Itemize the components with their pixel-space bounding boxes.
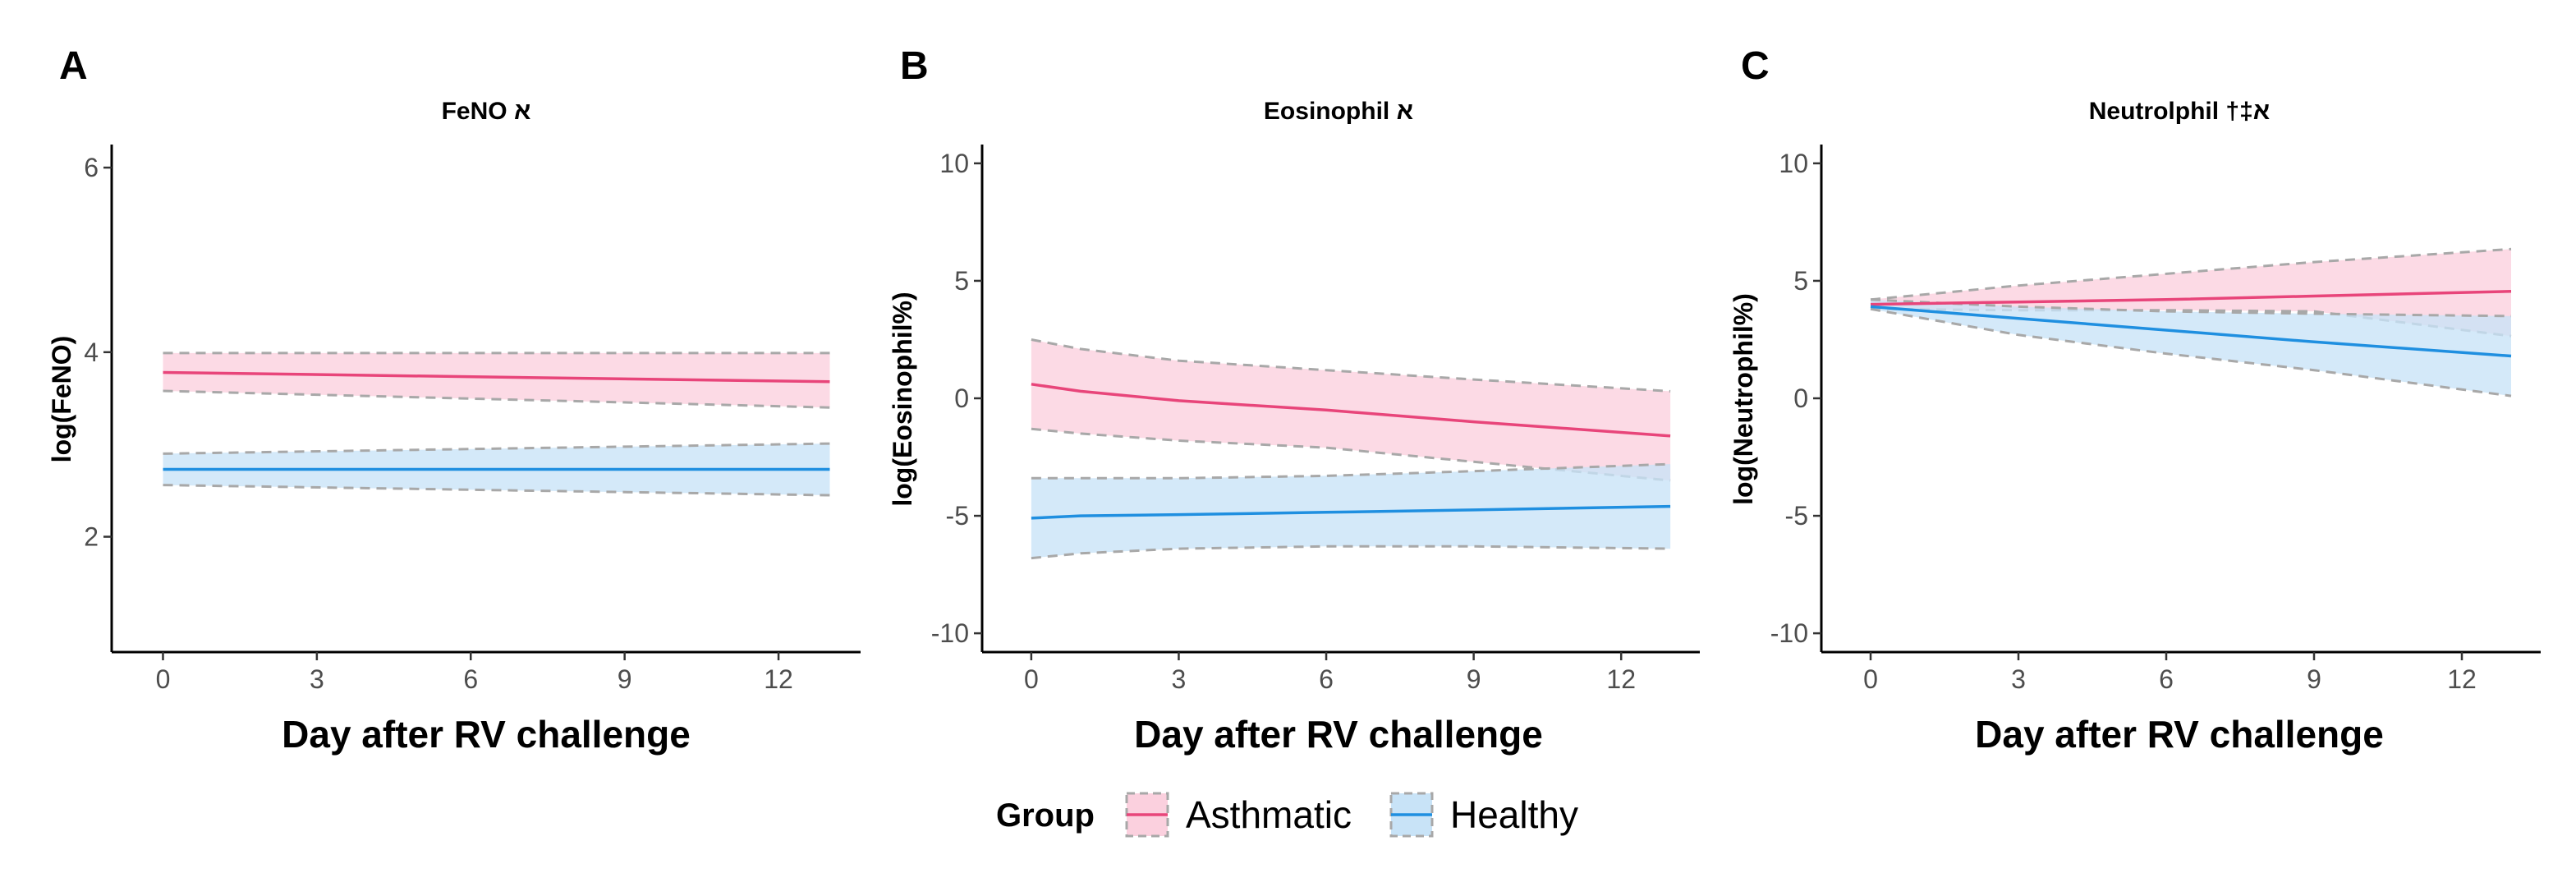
panel-b-y-axis-label: log(Eosinophil%): [888, 292, 917, 506]
y-tick-label-b: -10: [931, 618, 969, 648]
panel-a-plot: 0 3 6 9 12 2 4 6: [84, 145, 861, 694]
y-tick-label-c: -5: [1785, 501, 1808, 531]
ci-lower-b-healthy: [1031, 544, 1671, 560]
y-tick-label-a: 2: [84, 522, 99, 552]
panel-a: A FeNO א log(FeNO) Day after RV challeng…: [47, 44, 861, 756]
ci-lower-b-asthmatic: [1031, 427, 1671, 482]
y-tick-label-a: 4: [84, 338, 99, 367]
x-tick-label-c: 0: [1863, 664, 1878, 694]
ci-band-c-healthy: [1871, 299, 2511, 397]
y-tick-label-c: 10: [1779, 149, 1808, 178]
legend-label-asthmatic: Asthmatic: [1186, 793, 1352, 836]
x-tick-label-b: 9: [1467, 664, 1481, 694]
x-tick-label-a: 12: [764, 664, 793, 694]
ci-upper-b-asthmatic: [1031, 338, 1671, 393]
mean-line-b-healthy: [1031, 504, 1671, 520]
mean-line-c-healthy: [1870, 305, 2512, 358]
y-tick-label-c: 0: [1793, 384, 1808, 413]
panel-letter-c: C: [1741, 44, 1770, 88]
y-tick-label-a: 6: [84, 153, 99, 182]
panel-b-plot: 0 3 6 9 12 -10 -5 0 5 10: [931, 145, 1700, 694]
mean-line-b-asthmatic: [1031, 383, 1671, 438]
legend-item-asthmatic: Asthmatic: [1125, 792, 1352, 838]
x-tick-label-c: 12: [2447, 664, 2477, 694]
y-tick-label-c: 5: [1793, 266, 1808, 296]
panel-letter-a: A: [59, 44, 88, 88]
legend-title: Group: [996, 797, 1095, 834]
panel-c-y-axis-label: log(Neutrophil%): [1729, 293, 1758, 505]
x-tick-label-a: 0: [156, 664, 171, 694]
ci-upper-c-healthy: [1870, 298, 2512, 318]
x-tick-label-a: 9: [618, 664, 632, 694]
panel-a-y-axis-label: log(FeNO): [47, 336, 76, 463]
ci-upper-b-healthy: [1031, 462, 1671, 480]
x-tick-label-b: 0: [1024, 664, 1039, 694]
y-tick-label-b: -5: [946, 501, 969, 531]
panel-c-plot: 0 3 6 9 12 -10 -5 0 5 10: [1770, 145, 2541, 694]
x-tick-label-a: 3: [310, 664, 324, 694]
x-tick-label-c: 3: [2011, 664, 2026, 694]
panel-c-title: Neutrolphil †‡א: [2089, 98, 2271, 125]
x-tick-label-a: 6: [463, 664, 478, 694]
ci-lower-a-asthmatic: [163, 389, 830, 409]
legend-label-healthy: Healthy: [1450, 793, 1578, 836]
x-tick-label-b: 3: [1172, 664, 1187, 694]
ci-upper-c-asthmatic: [1870, 247, 2512, 301]
x-tick-label-c: 6: [2159, 664, 2174, 694]
panel-c: C Neutrolphil †‡א log(Neutrophil%) Day a…: [1729, 44, 2541, 756]
ci-lower-a-healthy: [163, 484, 830, 497]
panel-a-title: FeNO א: [442, 98, 531, 125]
ci-band-b-asthmatic: [1031, 339, 1671, 481]
x-tick-label-b: 12: [1606, 664, 1636, 694]
x-tick-label-c: 9: [2307, 664, 2321, 694]
panel-b-title: Eosinophil א: [1264, 98, 1413, 125]
legend: Group Asthmatic Healthy: [996, 792, 1578, 838]
y-tick-label-b: 10: [939, 149, 969, 178]
panel-b: B Eosinophil א log(Eosinophil%) Day afte…: [888, 44, 1700, 756]
ci-upper-a-healthy: [163, 442, 830, 455]
panel-letter-b: B: [900, 44, 929, 88]
mean-line-c-asthmatic: [1870, 290, 2512, 306]
y-tick-label-b: 5: [954, 266, 969, 296]
mean-line-a-asthmatic: [163, 370, 830, 384]
y-tick-label-c: -10: [1770, 618, 1808, 648]
y-tick-label-b: 0: [954, 384, 969, 413]
x-tick-label-b: 6: [1319, 664, 1334, 694]
panel-c-x-axis-label: Day after RV challenge: [1975, 713, 2384, 756]
ci-lower-c-healthy: [1870, 307, 2512, 397]
panel-b-x-axis-label: Day after RV challenge: [1134, 713, 1543, 756]
legend-item-healthy: Healthy: [1389, 792, 1578, 838]
panel-a-x-axis-label: Day after RV challenge: [282, 713, 691, 756]
